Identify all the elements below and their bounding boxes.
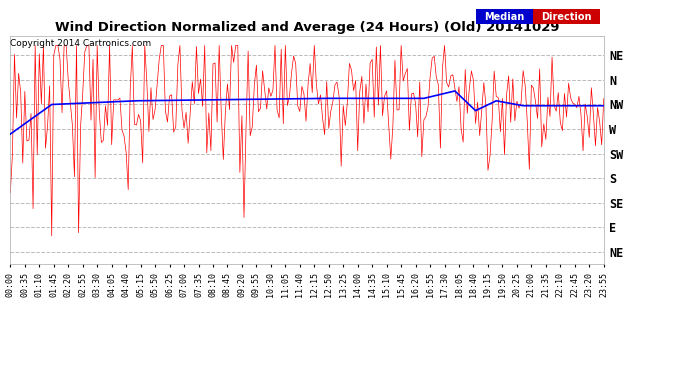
Title: Wind Direction Normalized and Average (24 Hours) (Old) 20141029: Wind Direction Normalized and Average (2… [55, 21, 560, 34]
Text: Copyright 2014 Cartronics.com: Copyright 2014 Cartronics.com [10, 39, 152, 48]
Text: Median: Median [484, 12, 525, 22]
Text: Direction: Direction [542, 12, 592, 22]
